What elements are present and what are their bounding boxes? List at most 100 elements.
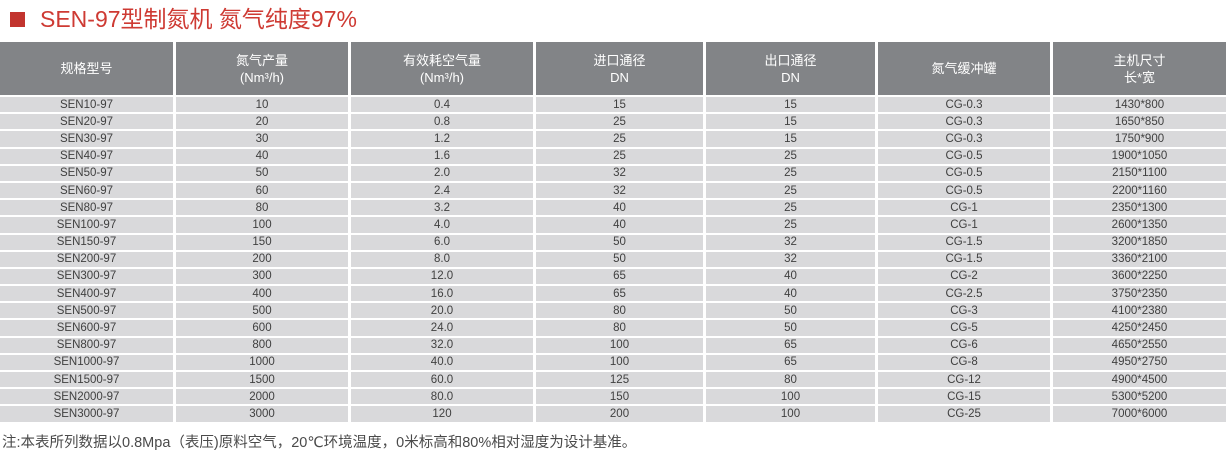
cell-model-row6: SEN80-97 bbox=[0, 200, 173, 216]
cell-air-consumption-row10: 12.0 bbox=[351, 268, 533, 285]
cell-model-row0: SEN10-97 bbox=[0, 97, 173, 113]
cell-n2-output-row10: 300 bbox=[176, 268, 348, 285]
cell-host-size-row2: 1750*900 bbox=[1053, 131, 1226, 147]
cell-buffer-tank-row3: CG-0.5 bbox=[878, 148, 1050, 164]
cell-n2-output-row7: 100 bbox=[176, 217, 348, 233]
cell-air-consumption-row15: 40.0 bbox=[351, 354, 533, 370]
column-header-inlet-dn: 进口通径 DN bbox=[536, 42, 703, 95]
cell-host-size-row12: 4100*2380 bbox=[1053, 303, 1226, 319]
cell-inlet-dn-row2: 25 bbox=[536, 131, 703, 147]
cell-model-row9: SEN200-97 bbox=[0, 251, 173, 267]
cell-air-consumption-row17: 80.0 bbox=[351, 389, 533, 405]
cell-model-row11: SEN400-97 bbox=[0, 286, 173, 302]
cell-inlet-dn-row1: 25 bbox=[536, 114, 703, 130]
cell-model-row15: SEN1000-97 bbox=[0, 354, 173, 370]
cell-buffer-tank-row12: CG-3 bbox=[878, 303, 1050, 319]
cell-host-size-row5: 2200*1160 bbox=[1053, 182, 1226, 199]
cell-host-size-row14: 4650*2550 bbox=[1053, 337, 1226, 353]
cell-inlet-dn-row0: 15 bbox=[536, 97, 703, 113]
cell-host-size-row13: 4250*2450 bbox=[1053, 320, 1226, 336]
cell-n2-output-row15: 1000 bbox=[176, 354, 348, 370]
cell-inlet-dn-row4: 32 bbox=[536, 165, 703, 181]
cell-model-row5: SEN60-97 bbox=[0, 182, 173, 199]
cell-model-row2: SEN30-97 bbox=[0, 131, 173, 147]
cell-inlet-dn-row3: 25 bbox=[536, 148, 703, 164]
cell-inlet-dn-row8: 50 bbox=[536, 234, 703, 250]
spec-table: 规格型号 氮气产量 (Nm³/h) 有效耗空气量 (Nm³/h) 进口通径 DN 出口通… bbox=[0, 42, 1226, 422]
cell-inlet-dn-row10: 65 bbox=[536, 268, 703, 285]
cell-n2-output-row1: 20 bbox=[176, 114, 348, 130]
cell-air-consumption-row9: 8.0 bbox=[351, 251, 533, 267]
cell-inlet-dn-row12: 80 bbox=[536, 303, 703, 319]
cell-buffer-tank-row14: CG-6 bbox=[878, 337, 1050, 353]
cell-host-size-row10: 3600*2250 bbox=[1053, 268, 1226, 285]
page-title: SEN-97型制氮机 氮气纯度97% bbox=[40, 6, 357, 32]
column-header-buffer-tank: 氮气缓冲罐 bbox=[878, 42, 1050, 95]
cell-outlet-dn-row3: 25 bbox=[706, 148, 875, 164]
cell-model-row7: SEN100-97 bbox=[0, 217, 173, 233]
cell-air-consumption-row8: 6.0 bbox=[351, 234, 533, 250]
cell-host-size-row8: 3200*1850 bbox=[1053, 234, 1226, 250]
cell-model-row3: SEN40-97 bbox=[0, 148, 173, 164]
cell-model-row14: SEN800-97 bbox=[0, 337, 173, 353]
cell-host-size-row9: 3360*2100 bbox=[1053, 251, 1226, 267]
cell-outlet-dn-row18: 100 bbox=[706, 406, 875, 422]
cell-model-row8: SEN150-97 bbox=[0, 234, 173, 250]
cell-buffer-tank-row4: CG-0.5 bbox=[878, 165, 1050, 181]
cell-n2-output-row8: 150 bbox=[176, 234, 348, 250]
cell-air-consumption-row12: 20.0 bbox=[351, 303, 533, 319]
cell-buffer-tank-row8: CG-1.5 bbox=[878, 234, 1050, 250]
cell-host-size-row15: 4950*2750 bbox=[1053, 354, 1226, 370]
cell-air-consumption-row14: 32.0 bbox=[351, 337, 533, 353]
column-header-n2-output: 氮气产量 (Nm³/h) bbox=[176, 42, 348, 95]
cell-buffer-tank-row2: CG-0.3 bbox=[878, 131, 1050, 147]
cell-buffer-tank-row10: CG-2 bbox=[878, 268, 1050, 285]
cell-inlet-dn-row6: 40 bbox=[536, 200, 703, 216]
cell-inlet-dn-row14: 100 bbox=[536, 337, 703, 353]
cell-buffer-tank-row13: CG-5 bbox=[878, 320, 1050, 336]
cell-buffer-tank-row16: CG-12 bbox=[878, 372, 1050, 388]
cell-buffer-tank-row17: CG-15 bbox=[878, 389, 1050, 405]
cell-n2-output-row14: 800 bbox=[176, 337, 348, 353]
cell-model-row10: SEN300-97 bbox=[0, 268, 173, 285]
cell-model-row13: SEN600-97 bbox=[0, 320, 173, 336]
cell-air-consumption-row1: 0.8 bbox=[351, 114, 533, 130]
cell-n2-output-row9: 200 bbox=[176, 251, 348, 267]
cell-buffer-tank-row0: CG-0.3 bbox=[878, 97, 1050, 113]
cell-outlet-dn-row12: 50 bbox=[706, 303, 875, 319]
cell-model-row16: SEN1500-97 bbox=[0, 372, 173, 388]
cell-buffer-tank-row9: CG-1.5 bbox=[878, 251, 1050, 267]
cell-model-row1: SEN20-97 bbox=[0, 114, 173, 130]
cell-inlet-dn-row7: 40 bbox=[536, 217, 703, 233]
column-header-model: 规格型号 bbox=[0, 42, 173, 95]
cell-outlet-dn-row11: 40 bbox=[706, 286, 875, 302]
cell-outlet-dn-row13: 50 bbox=[706, 320, 875, 336]
cell-outlet-dn-row16: 80 bbox=[706, 372, 875, 388]
cell-inlet-dn-row13: 80 bbox=[536, 320, 703, 336]
column-header-outlet-dn: 出口通径 DN bbox=[706, 42, 875, 95]
cell-air-consumption-row16: 60.0 bbox=[351, 372, 533, 388]
cell-host-size-row3: 1900*1050 bbox=[1053, 148, 1226, 164]
cell-buffer-tank-row7: CG-1 bbox=[878, 217, 1050, 233]
cell-buffer-tank-row5: CG-0.5 bbox=[878, 182, 1050, 199]
section-title-row: SEN-97型制氮机 氮气纯度97% bbox=[10, 4, 357, 34]
cell-outlet-dn-row6: 25 bbox=[706, 200, 875, 216]
cell-host-size-row11: 3750*2350 bbox=[1053, 286, 1226, 302]
cell-air-consumption-row3: 1.6 bbox=[351, 148, 533, 164]
column-header-air-consumption: 有效耗空气量 (Nm³/h) bbox=[351, 42, 533, 95]
cell-n2-output-row18: 3000 bbox=[176, 406, 348, 422]
cell-air-consumption-row13: 24.0 bbox=[351, 320, 533, 336]
cell-host-size-row1: 1650*850 bbox=[1053, 114, 1226, 130]
cell-model-row12: SEN500-97 bbox=[0, 303, 173, 319]
column-header-host-size: 主机尺寸 长*宽 bbox=[1053, 42, 1226, 95]
cell-n2-output-row5: 60 bbox=[176, 182, 348, 199]
cell-buffer-tank-row15: CG-8 bbox=[878, 354, 1050, 370]
cell-buffer-tank-row11: CG-2.5 bbox=[878, 286, 1050, 302]
cell-host-size-row7: 2600*1350 bbox=[1053, 217, 1226, 233]
red-square-bullet-icon bbox=[10, 11, 25, 27]
cell-outlet-dn-row0: 15 bbox=[706, 97, 875, 113]
cell-air-consumption-row7: 4.0 bbox=[351, 217, 533, 233]
cell-air-consumption-row0: 0.4 bbox=[351, 97, 533, 113]
cell-model-row18: SEN3000-97 bbox=[0, 406, 173, 422]
